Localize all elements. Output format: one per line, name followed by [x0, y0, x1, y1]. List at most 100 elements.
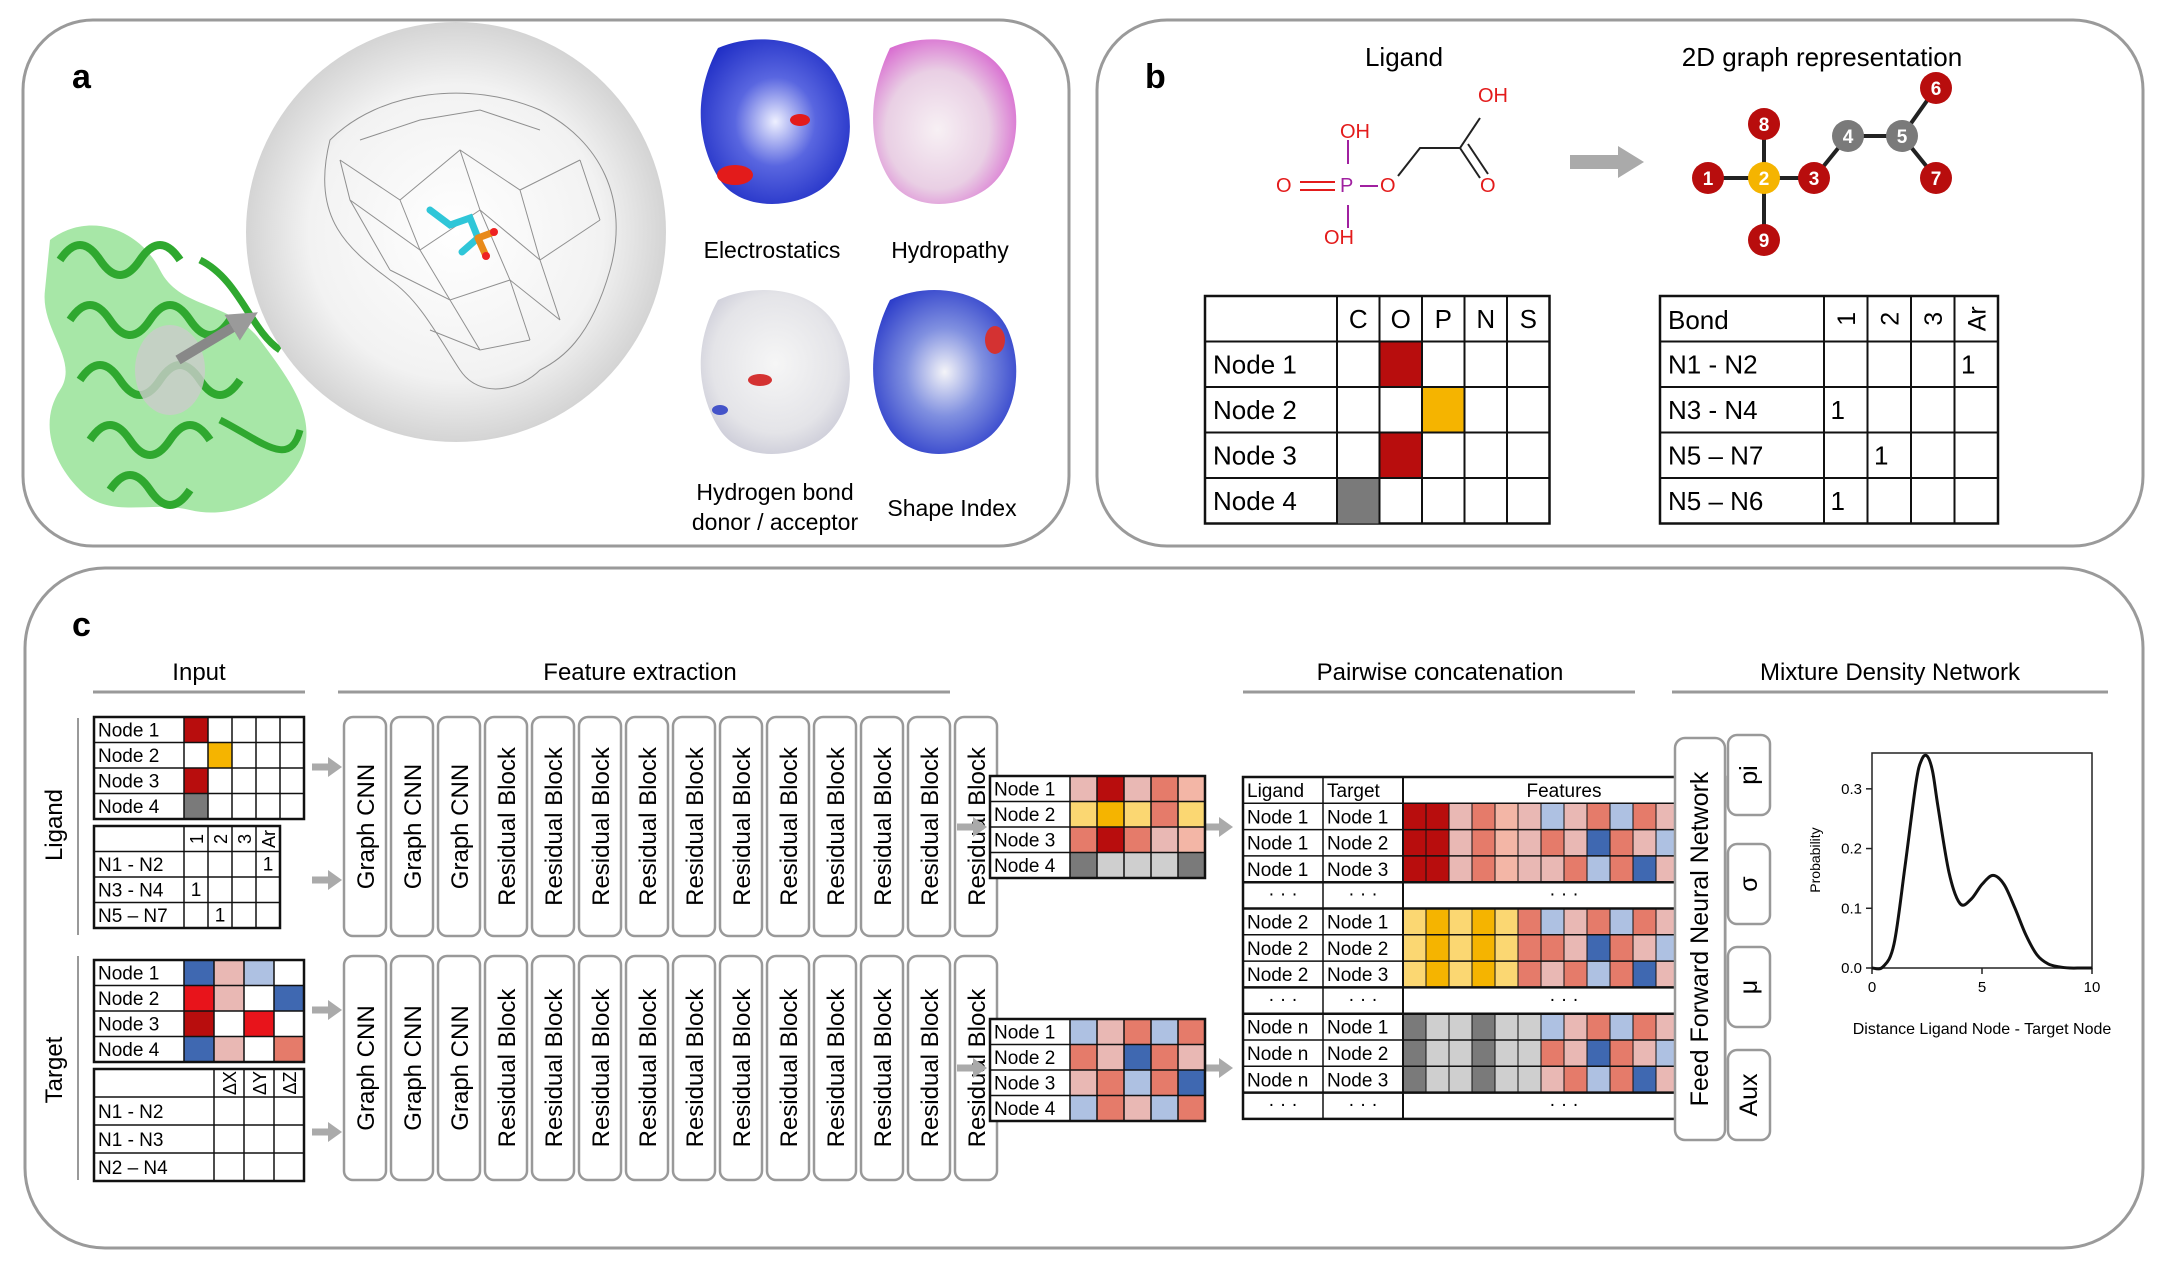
pair-ligand-node: Node 1	[1247, 860, 1308, 881]
pair-feature-cell	[1587, 934, 1610, 962]
bond-cell-value: 1	[1831, 486, 1845, 516]
lig-embed-cell	[1151, 852, 1178, 878]
pair-feature-cell	[1472, 803, 1495, 830]
lig-embed-cell	[1124, 827, 1151, 853]
pair-feature-cell	[1633, 855, 1656, 883]
lig-embed-cell	[1097, 827, 1124, 853]
pair-target-node: Node 2	[1327, 834, 1388, 855]
surface-electrostatics	[700, 39, 850, 204]
pair-feature-cell	[1426, 855, 1449, 883]
pair-feature-cell	[1449, 1040, 1472, 1067]
tgt-bond-type: ΔY	[250, 1071, 270, 1095]
mdn-output-label: μ	[1735, 980, 1763, 994]
ligand-molecule: OH O P O OH OH O	[1276, 85, 1508, 249]
lig-embed-cell	[1124, 852, 1151, 878]
pair-feature-cell	[1564, 803, 1587, 830]
bond-row-label: N1 - N2	[1668, 349, 1758, 379]
graph-nodes: 1 2 3 4 5 6 7 8 9	[1692, 72, 1952, 256]
graph-node-label-7: 7	[1931, 169, 1942, 190]
lig-node-table-label: Node 2	[98, 746, 159, 767]
probability-chart: 0 5 10 0.0 0.1 0.2 0.3 Distance Ligand Node - T…	[1807, 752, 2111, 1038]
atom-o-left: O	[1276, 175, 1292, 197]
pocket-mesh	[324, 92, 617, 390]
tgt-node-table-label: Node 1	[98, 964, 159, 985]
pair-feature-cell	[1564, 1040, 1587, 1067]
atom-cell-fill	[1422, 387, 1465, 433]
ligand-title: Ligand	[1365, 42, 1443, 72]
pair-feature-cell	[1518, 934, 1541, 962]
graph-node-label-8: 8	[1759, 115, 1770, 136]
pair-feature-cell	[1610, 829, 1633, 856]
pair-feature-cell	[1610, 1013, 1633, 1040]
tgt-embed-cell	[1178, 1070, 1205, 1096]
pair-feature-cell	[1633, 803, 1656, 830]
block-label: Residual Block	[635, 988, 662, 1148]
surface-label-hbond-line1: Hydrogen bond	[696, 479, 853, 505]
block-label: Residual Block	[776, 746, 803, 906]
flow-arrow-head	[328, 870, 342, 890]
block-box	[718, 954, 764, 1182]
molecular-graph	[1708, 86, 1938, 240]
pair-feature-cell	[1541, 908, 1564, 935]
flow-arrow-head	[328, 757, 342, 777]
pair-feature-cell	[1656, 1040, 1679, 1067]
mdn-outputs: pi σ μ Aux	[1726, 733, 1772, 1142]
atom-oh-acid: OH	[1478, 85, 1508, 107]
graph-node-7	[1920, 162, 1952, 194]
block-box	[765, 715, 811, 938]
block-box	[859, 715, 905, 938]
pair-feature-cell	[1656, 855, 1679, 883]
pair-feature-cell	[1426, 1013, 1449, 1040]
pair-feature-cell	[1587, 1040, 1610, 1067]
lig-node-table-cell	[208, 742, 232, 768]
graph-node-label-4: 4	[1843, 127, 1854, 148]
pair-feature-cell	[1449, 803, 1472, 830]
tgt-embed-border	[988, 1017, 1207, 1123]
lig-bond-type: 3	[235, 834, 255, 844]
block-box	[624, 715, 670, 938]
pair-ellipsis: · · ·	[1348, 989, 1378, 1010]
tgt-embed-cell	[1097, 1044, 1124, 1070]
pair-target-node: Node 1	[1327, 1018, 1388, 1039]
panel-a-label: a	[72, 58, 92, 96]
block-label: Graph CNN	[400, 1005, 427, 1130]
lig-node-table-label: Node 3	[98, 772, 159, 793]
tgt-node-table-cell	[214, 960, 244, 986]
pair-feature-cell	[1518, 1066, 1541, 1093]
pair-feature-cell	[1541, 934, 1564, 962]
block-label: Residual Block	[588, 746, 615, 906]
block-label: Residual Block	[776, 988, 803, 1148]
block-box	[530, 715, 576, 938]
block-box	[389, 715, 435, 938]
pair-ligand-node: Node n	[1247, 1018, 1308, 1039]
bond-cell-value: 1	[1961, 349, 1975, 379]
tgt-node-table-border	[92, 958, 306, 1064]
pair-feature-cell	[1587, 829, 1610, 856]
atom-cell-fill	[1379, 341, 1422, 387]
flow-arrow-head	[973, 817, 987, 837]
atom-o-bridge: O	[1380, 175, 1396, 197]
pair-header: Ligand	[1247, 781, 1304, 802]
block-label: Graph CNN	[447, 1005, 474, 1130]
pair-feature-cell	[1449, 1066, 1472, 1093]
pair-feature-cell	[1403, 829, 1426, 856]
pair-feature-cell	[1449, 1013, 1472, 1040]
pair-feature-cell	[1495, 1066, 1518, 1093]
pair-feature-cell	[1472, 829, 1495, 856]
ffnn-box	[1673, 736, 1727, 1142]
block-label: Residual Block	[870, 746, 897, 906]
bond-row-label: N5 – N7	[1668, 440, 1763, 470]
graph-node-3	[1798, 162, 1830, 194]
block-box	[483, 954, 529, 1182]
tgt-embed-cell	[1151, 1044, 1178, 1070]
pair-ligand-node: Node 2	[1247, 965, 1308, 986]
pair-feature-cell	[1472, 961, 1495, 988]
tgt-embed-cell	[1124, 1070, 1151, 1096]
tgt-embed-cell	[1070, 1019, 1097, 1045]
section-title: Input	[172, 659, 226, 686]
tgt-bond-table-label: N1 - N3	[98, 1130, 163, 1151]
pair-feature-cell	[1403, 803, 1426, 830]
pair-target-node: Node 3	[1327, 860, 1388, 881]
graph-title: 2D graph representation	[1682, 42, 1962, 72]
atom-header-O: O	[1391, 304, 1411, 334]
